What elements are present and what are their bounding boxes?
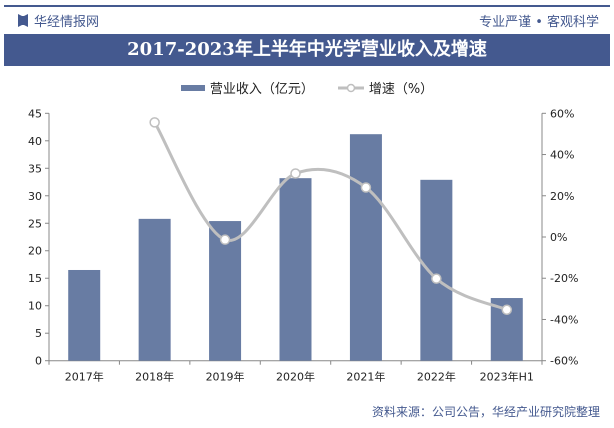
left-tick-label: 0 [35, 355, 42, 368]
x-tick-label: 2020年 [276, 370, 315, 384]
revenue-bar [420, 179, 453, 361]
right-tick-label: 60% [550, 107, 574, 120]
legend-label: 营业收入（亿元） [209, 82, 314, 97]
bar-swatch-icon [180, 84, 205, 91]
right-tick-label: 0% [550, 231, 567, 244]
left-tick-label: 20 [28, 245, 42, 258]
x-tick-label: 2022年 [417, 370, 456, 384]
revenue-bar [68, 269, 101, 361]
x-tick-label: 2021年 [346, 370, 385, 384]
revenue-bar [279, 178, 312, 361]
right-tick-label: -20% [550, 272, 578, 285]
x-tick-label: 2017年 [65, 370, 104, 384]
left-tick-label: 10 [28, 300, 42, 313]
legend: 营业收入（亿元） 增速（%） [0, 78, 614, 97]
x-tick-label: 2019年 [206, 370, 245, 384]
slogan: 专业严谨 • 客观科学 [479, 15, 599, 30]
legend-label: 增速（%） [368, 82, 434, 97]
growth-point [431, 273, 442, 284]
growth-point [360, 182, 372, 193]
left-tick-label: 45 [28, 107, 42, 120]
brand-name: 华经情报网 [34, 15, 100, 30]
x-tick-label: 2023年H1 [480, 370, 534, 384]
left-tick-label: 35 [28, 162, 42, 175]
right-tick-label: -60% [550, 355, 578, 368]
right-tick-label: 20% [550, 190, 574, 203]
revenue-bar [349, 134, 382, 361]
growth-point [501, 304, 513, 316]
top-divider [4, 5, 610, 7]
line-swatch-icon [337, 83, 364, 92]
growth-point [149, 117, 160, 128]
chart-title: 2017-2023年上半年中光学营业收入及增速 [4, 34, 610, 66]
growth-point [290, 168, 301, 179]
growth-point [219, 234, 231, 245]
left-tick-label: 25 [28, 217, 42, 230]
source-note: 资料来源：公司公告，华经产业研究院整理 [371, 405, 600, 419]
right-tick-label: 40% [550, 149, 574, 162]
left-tick-label: 30 [28, 190, 42, 203]
growth-line [153, 121, 508, 312]
x-tick-label: 2018年 [135, 370, 174, 384]
logo-icon [18, 14, 28, 27]
right-tick-label: -40% [550, 313, 578, 326]
legend-item-revenue: 营业收入（亿元） [180, 78, 314, 97]
brand: 华经情报网 [18, 11, 99, 30]
left-tick-label: 5 [35, 327, 42, 340]
legend-item-growth: 增速（%） [337, 78, 434, 97]
left-tick-label: 40 [28, 135, 42, 148]
left-tick-label: 15 [28, 272, 42, 285]
revenue-bar [138, 218, 171, 361]
